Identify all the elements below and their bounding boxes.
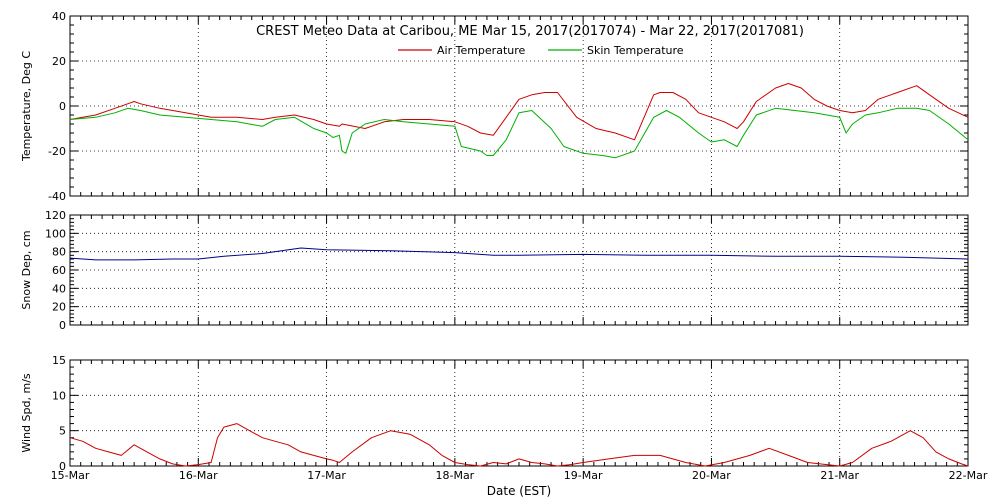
chart-title: CREST Meteo Data at Caribou, ME Mar 15, …	[256, 24, 804, 39]
y-tick-label: 5	[59, 425, 66, 438]
x-tick-label: 18-Mar	[435, 469, 474, 482]
x-tick-label: 22-Mar	[949, 469, 988, 482]
series-line-panel3-series1	[69, 423, 969, 467]
y-tick-label: 40	[52, 10, 66, 23]
y-axis-label: Wind Spd, m/s	[20, 373, 33, 453]
y-tick-label: 40	[52, 282, 66, 295]
chart-panel-1: -40 -20 0 20 40 Temperature, Deg C	[20, 10, 969, 203]
legend-label-skin: Skin Temperature	[587, 44, 684, 57]
x-tick-label: 20-Mar	[692, 469, 731, 482]
y-tick-label: 15	[52, 354, 66, 367]
x-tick-label: 17-Mar	[307, 469, 346, 482]
x-tick-label: 16-Mar	[179, 469, 218, 482]
y-tick-label: 20	[52, 55, 66, 68]
y-tick-label: 20	[52, 301, 66, 314]
chart-panel-2: 0 20 40 60 80 100 120 Snow Dep, cm	[20, 209, 969, 332]
y-tick-label: 0	[59, 319, 66, 332]
x-tick-label: 15-Mar	[51, 469, 90, 482]
y-tick-label: 100	[45, 227, 66, 240]
series-line-panel2-series1	[69, 247, 969, 261]
y-tick-label: 0	[59, 460, 66, 473]
y-tick-label: -20	[48, 145, 66, 158]
series-line-air-temperature	[69, 83, 969, 141]
legend-label-air: Air Temperature	[437, 44, 526, 57]
y-tick-label: 120	[45, 209, 66, 222]
x-tick-label: 21-Mar	[820, 469, 859, 482]
y-tick-label: 80	[52, 246, 66, 259]
legend: Air Temperature Skin Temperature	[398, 44, 684, 57]
plot-frame	[69, 359, 969, 467]
x-axis-label: Date (EST)	[487, 484, 551, 498]
y-tick-label: -40	[48, 190, 66, 203]
series-line-skin-temperature	[69, 107, 969, 159]
y-tick-label: 10	[52, 389, 66, 402]
y-tick-label: 60	[52, 264, 66, 277]
y-tick-label: 0	[59, 100, 66, 113]
x-tick-label: 19-Mar	[564, 469, 603, 482]
y-axis-label: Temperature, Deg C	[20, 51, 33, 162]
y-axis-label: Snow Dep, cm	[20, 230, 33, 309]
chart-panel-3: 0 5 10 15 15-Mar 16-Mar 17-Mar 18-Mar 19-Mar 20-M…	[20, 354, 988, 482]
